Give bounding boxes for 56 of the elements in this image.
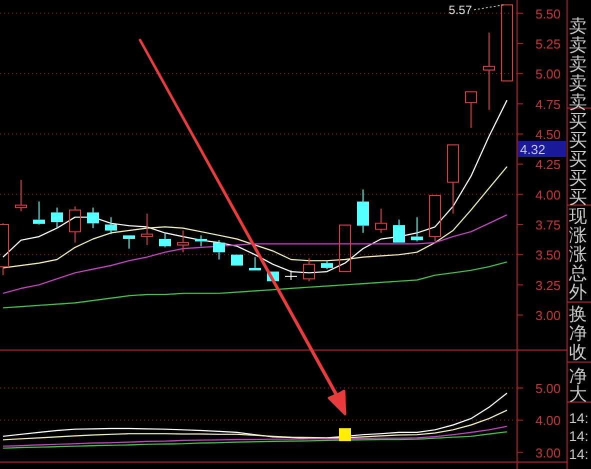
candlestick: [87, 207, 99, 229]
y-tick-label: 3.50: [535, 248, 561, 263]
candlestick: [105, 216, 117, 235]
text: 14:: [569, 410, 588, 426]
candlestick: [483, 32, 495, 110]
candlestick: [159, 232, 171, 248]
y-tick-label: 4.00: [535, 187, 561, 202]
text: 买: [569, 168, 587, 188]
line-series: [2, 214, 508, 294]
text: 外: [569, 282, 587, 302]
text: 卖: [569, 54, 587, 74]
text: 卖: [569, 35, 587, 55]
line-series: [2, 426, 508, 447]
y-tick-label: 4.25: [535, 157, 561, 172]
candlestick: [411, 216, 423, 242]
text: 4.32: [520, 142, 546, 157]
y-tick-label: 4.50: [535, 126, 561, 142]
text: 收: [569, 342, 587, 362]
candlestick: [33, 201, 45, 224]
text: 大: [569, 384, 587, 404]
y-tick-label: 5.50: [535, 6, 561, 22]
text: 14:: [569, 446, 588, 462]
y-tick-label: 4.00: [535, 413, 561, 428]
text: 涨: [569, 225, 587, 245]
candlestick: [357, 188, 369, 234]
text: 换: [569, 304, 587, 324]
y-tick-label: 3.00: [535, 445, 561, 460]
annotation: 5.57: [448, 2, 472, 17]
line-series: [2, 166, 508, 268]
text: 买: [569, 111, 587, 131]
line-series: [2, 410, 508, 440]
y-tick-label: 3.00: [535, 308, 561, 323]
text: 净: [569, 366, 587, 386]
candlestick: [213, 240, 225, 260]
text: 卖: [569, 92, 587, 112]
text: 净: [569, 323, 587, 343]
text: 总: [568, 263, 587, 283]
text: 买: [569, 149, 587, 169]
candlestick: [51, 207, 63, 229]
candlestick: [141, 213, 153, 246]
y-tick-label: 3.25: [535, 278, 561, 293]
y-tick-label: 3.75: [535, 217, 561, 232]
text: 涨: [569, 244, 587, 264]
text: 买: [569, 130, 587, 150]
y-tick-label: 5.00: [535, 66, 561, 82]
line-series: [2, 261, 508, 308]
text: 卖: [569, 73, 587, 93]
text: 买: [569, 187, 587, 207]
y-tick-label: 4.75: [535, 96, 561, 112]
candlestick: [177, 230, 189, 253]
y-tick-label: 5.00: [535, 381, 561, 396]
text: 现: [569, 206, 587, 226]
text: 卖: [569, 16, 587, 36]
y-tick-label: 5.25: [535, 36, 561, 52]
candlestick: [195, 234, 207, 247]
text: 14:: [569, 428, 588, 444]
